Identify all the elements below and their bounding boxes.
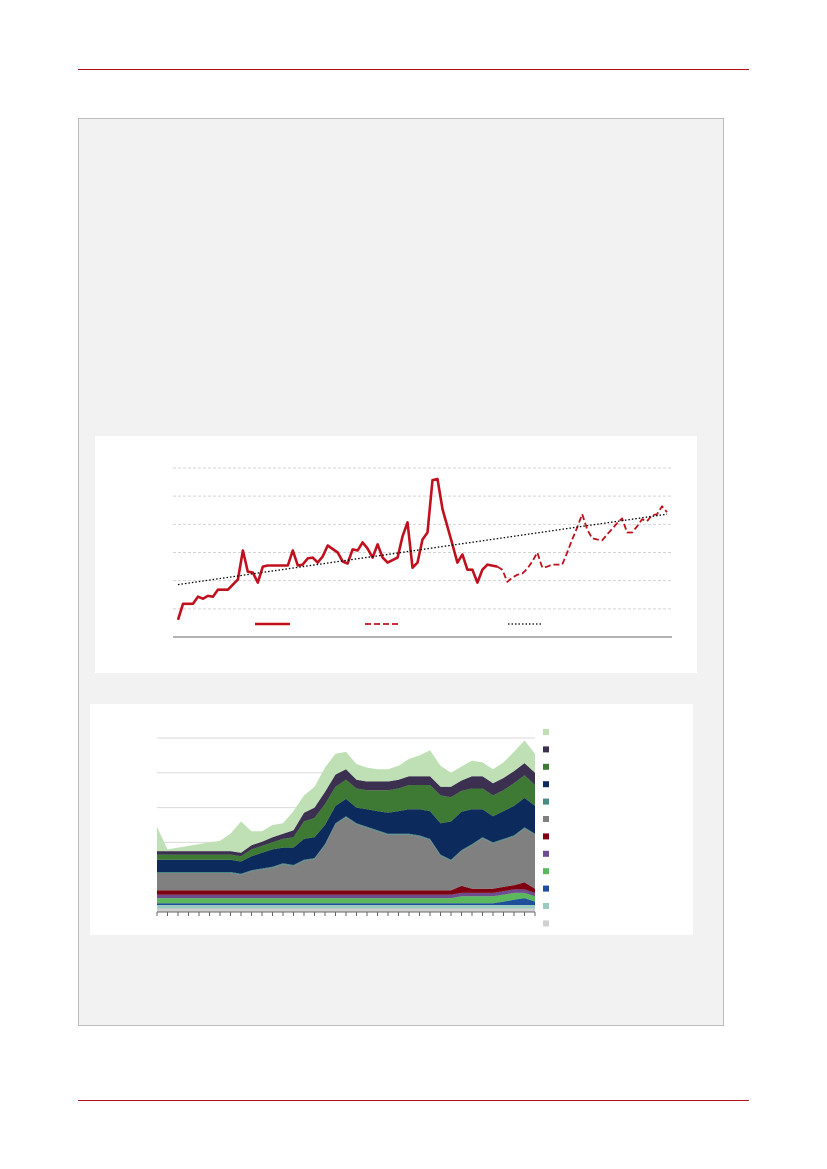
stacked-area — [157, 898, 535, 905]
stacked-area — [157, 882, 535, 895]
legend-swatch — [543, 798, 549, 805]
stacked-area — [157, 775, 535, 862]
legend-swatch — [543, 729, 549, 735]
stacked-area — [157, 889, 535, 899]
legend-swatch — [543, 868, 549, 875]
stacked-area — [157, 817, 535, 891]
stacked-area — [157, 740, 535, 853]
series-line — [176, 477, 498, 621]
series-line — [496, 505, 668, 583]
chart-1-box — [95, 436, 697, 673]
legend-swatch — [543, 920, 549, 927]
legend-swatch — [543, 781, 549, 788]
legend-swatch — [543, 746, 549, 753]
stacked-area — [157, 797, 535, 874]
legend-swatch — [543, 903, 549, 909]
legend-swatch — [543, 885, 549, 892]
stacked-area — [157, 908, 535, 912]
stacked-area — [157, 905, 535, 909]
legend-swatch — [543, 816, 549, 822]
legend-swatch — [543, 850, 549, 857]
legend-swatch — [543, 833, 549, 840]
legend-swatch — [543, 763, 549, 770]
